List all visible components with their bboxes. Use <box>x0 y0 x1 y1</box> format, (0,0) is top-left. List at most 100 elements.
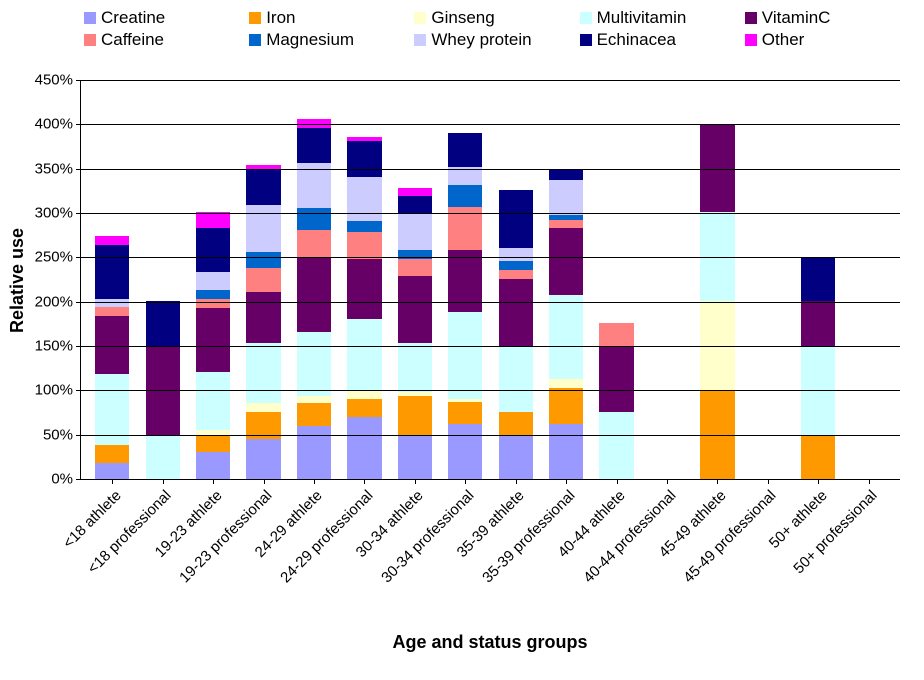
legend-swatch <box>580 12 592 24</box>
segment-caffeine <box>599 323 633 345</box>
bar-stack <box>448 133 482 479</box>
legend-swatch <box>84 12 96 24</box>
segment-wheyprotein <box>549 180 583 216</box>
bar-column: 30-34 athlete <box>390 80 440 479</box>
xtick-mark <box>818 479 819 484</box>
segment-creatine <box>246 439 280 479</box>
xtick-mark <box>112 479 113 484</box>
segment-magnesium <box>297 208 331 230</box>
segment-ginseng <box>246 403 280 412</box>
segment-echinacea <box>297 128 331 164</box>
segment-echinacea <box>196 228 230 272</box>
segment-multivitamin <box>599 412 633 479</box>
legend-label: Iron <box>266 8 295 28</box>
xtick-mark <box>869 479 870 484</box>
segment-vitaminc <box>599 346 633 413</box>
segment-creatine <box>549 424 583 479</box>
segment-magnesium <box>196 290 230 299</box>
y-axis-label: Relative use <box>8 80 28 480</box>
segment-multivitamin <box>549 295 583 379</box>
xtick-mark <box>717 479 718 484</box>
segment-iron <box>499 412 533 434</box>
segment-caffeine <box>297 230 331 257</box>
segment-other <box>398 188 432 197</box>
grid-line <box>81 346 900 347</box>
grid-line <box>81 80 900 81</box>
legend-swatch <box>249 12 261 24</box>
legend-label: Magnesium <box>266 30 354 50</box>
bar-column: 40-44 professional <box>642 80 692 479</box>
bar-column: <18 athlete <box>87 80 137 479</box>
segment-vitaminc <box>499 279 533 346</box>
ytick-label: 350% <box>35 160 81 177</box>
segment-vitaminc <box>347 259 381 319</box>
legend-label: Creatine <box>101 8 165 28</box>
segment-creatine <box>448 424 482 479</box>
legend-label: Other <box>762 30 805 50</box>
grid-line <box>81 257 900 258</box>
segment-iron <box>297 403 331 425</box>
ytick-label: 50% <box>43 426 81 443</box>
segment-ginseng <box>297 396 331 403</box>
legend-label: Caffeine <box>101 30 164 50</box>
grid-line <box>81 390 900 391</box>
xtick-mark <box>465 479 466 484</box>
segment-creatine <box>196 452 230 479</box>
segment-magnesium <box>448 185 482 207</box>
segment-iron <box>347 399 381 417</box>
ytick-label: 0% <box>51 471 81 488</box>
bar-column: 35-39 professional <box>541 80 591 479</box>
segment-echinacea <box>499 190 533 248</box>
xtick-mark <box>667 479 668 484</box>
legend-label: VitaminC <box>762 8 831 28</box>
segment-caffeine <box>549 220 583 229</box>
segment-vitaminc <box>801 301 835 345</box>
segment-echinacea <box>347 141 381 177</box>
bar-stack <box>549 169 583 479</box>
segment-caffeine <box>347 232 381 259</box>
segment-multivitamin <box>448 312 482 399</box>
segment-wheyprotein <box>196 272 230 290</box>
x-axis-label: Age and status groups <box>80 632 900 653</box>
xtick-mark <box>566 479 567 484</box>
ytick-label: 250% <box>35 249 81 266</box>
segment-wheyprotein <box>398 214 432 250</box>
ytick-label: 300% <box>35 204 81 221</box>
grid-line <box>81 213 900 214</box>
bar-column: 24-29 professional <box>339 80 389 479</box>
bar-column: 45-49 athlete <box>692 80 742 479</box>
legend-item-magnesium: Magnesium <box>249 30 404 50</box>
xtick-label: 35-39 professional <box>479 487 578 586</box>
segment-multivitamin <box>297 332 331 396</box>
segment-iron <box>398 396 432 436</box>
segment-other <box>196 212 230 227</box>
segment-magnesium <box>347 221 381 232</box>
segment-ginseng <box>549 379 583 388</box>
legend-item-vitaminc: VitaminC <box>745 8 900 28</box>
xtick-label: 24-29 professional <box>277 487 376 586</box>
segment-iron <box>448 402 482 424</box>
bar-column: 45-49 professional <box>743 80 793 479</box>
bar-column: 24-29 athlete <box>289 80 339 479</box>
segment-multivitamin <box>398 343 432 392</box>
xtick-label: 45-49 professional <box>681 487 780 586</box>
legend-item-echinacea: Echinacea <box>580 30 735 50</box>
segment-iron <box>801 435 835 479</box>
bar-stack <box>297 119 331 479</box>
bar-stack <box>95 236 129 479</box>
segment-wheyprotein <box>95 299 129 308</box>
segment-multivitamin <box>246 343 280 403</box>
legend-swatch <box>414 34 426 46</box>
xtick-label: 19-23 professional <box>176 487 275 586</box>
segment-iron <box>549 388 583 424</box>
xtick-mark <box>415 479 416 484</box>
segment-vitaminc <box>398 276 432 343</box>
segment-magnesium <box>246 252 280 268</box>
xtick-mark <box>516 479 517 484</box>
segment-creatine <box>499 435 533 479</box>
legend-label: Multivitamin <box>597 8 687 28</box>
segment-other <box>95 236 129 245</box>
segment-echinacea <box>146 301 180 345</box>
segment-creatine <box>347 417 381 479</box>
bar-column: 19-23 professional <box>238 80 288 479</box>
